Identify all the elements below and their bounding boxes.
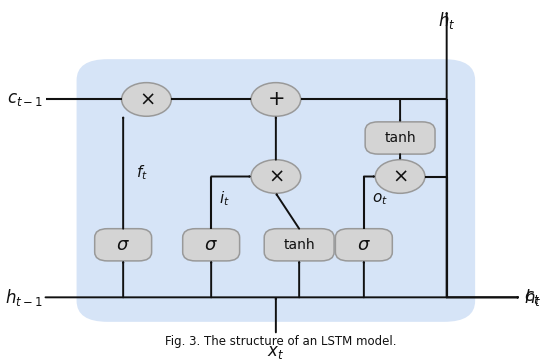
FancyBboxPatch shape xyxy=(183,229,240,261)
Text: tanh: tanh xyxy=(384,131,416,145)
FancyBboxPatch shape xyxy=(94,229,152,261)
Circle shape xyxy=(375,160,425,193)
Text: $+$: $+$ xyxy=(267,90,284,110)
Text: $\times$: $\times$ xyxy=(139,90,155,109)
Text: $c_{t-1}$: $c_{t-1}$ xyxy=(7,90,43,108)
FancyBboxPatch shape xyxy=(76,59,475,322)
Text: $i_t$: $i_t$ xyxy=(219,190,230,209)
Text: $h_t$: $h_t$ xyxy=(524,287,542,308)
Circle shape xyxy=(251,160,301,193)
Circle shape xyxy=(122,83,171,116)
FancyBboxPatch shape xyxy=(335,229,393,261)
Circle shape xyxy=(251,83,301,116)
FancyBboxPatch shape xyxy=(264,229,334,261)
Text: tanh: tanh xyxy=(283,238,315,252)
Text: Fig. 3. The structure of an LSTM model.: Fig. 3. The structure of an LSTM model. xyxy=(165,335,397,348)
Text: $\sigma$: $\sigma$ xyxy=(357,236,371,254)
Text: $c_t$: $c_t$ xyxy=(524,288,541,306)
Text: $\times$: $\times$ xyxy=(268,167,284,186)
FancyBboxPatch shape xyxy=(365,122,435,154)
Text: $x_t$: $x_t$ xyxy=(267,343,284,361)
Text: $h_{t-1}$: $h_{t-1}$ xyxy=(5,287,43,308)
Text: $\sigma$: $\sigma$ xyxy=(204,236,218,254)
Text: $o_t$: $o_t$ xyxy=(372,191,388,207)
Text: $\times$: $\times$ xyxy=(392,167,408,186)
Text: $h_t$: $h_t$ xyxy=(438,10,455,31)
Text: $\sigma$: $\sigma$ xyxy=(116,236,130,254)
Text: $f_t$: $f_t$ xyxy=(136,163,148,182)
